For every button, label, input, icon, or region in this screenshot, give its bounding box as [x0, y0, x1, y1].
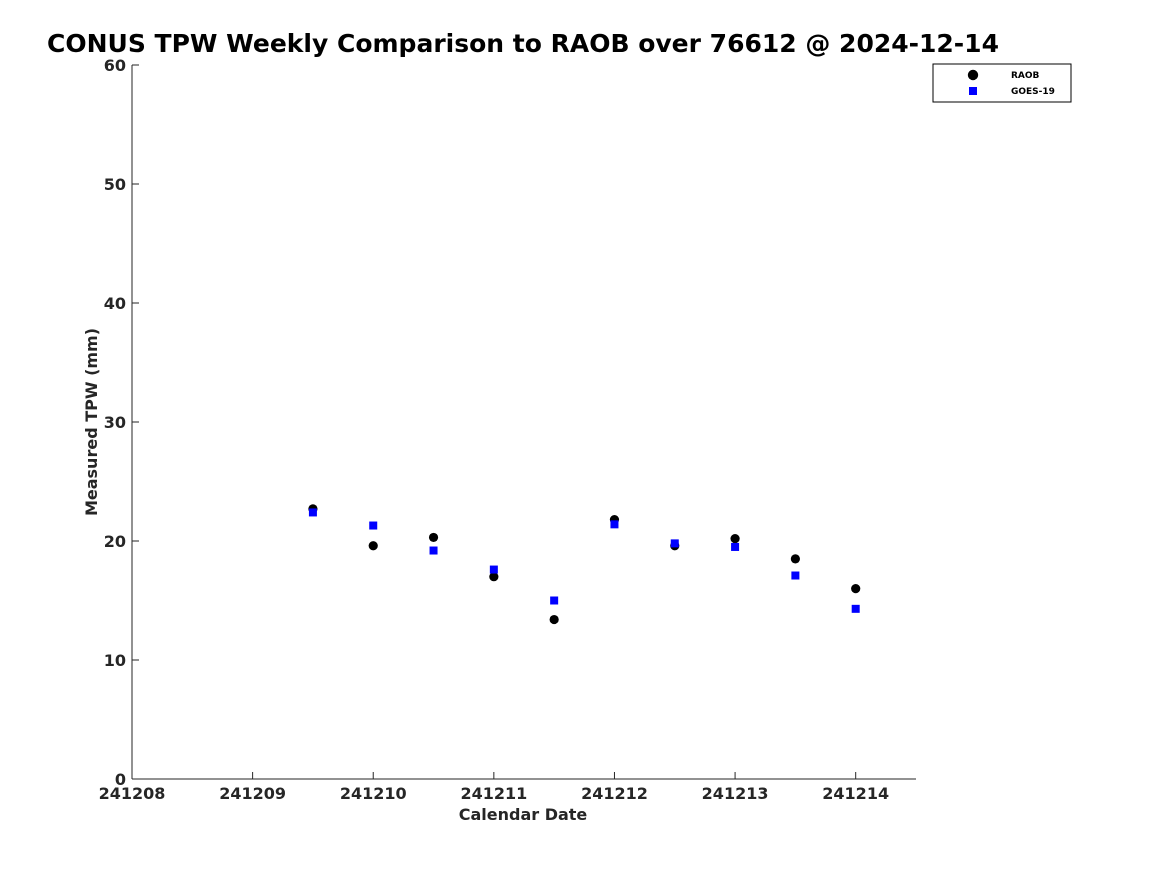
y-axis-label: Measured TPW (mm): [82, 328, 101, 516]
x-axis-label: Calendar Date: [459, 805, 588, 824]
y-tick-label: 50: [104, 175, 126, 194]
x-tick-label: 241213: [702, 784, 769, 803]
y-tick-label: 40: [104, 294, 126, 313]
y-axis-ticks: 0 10 20 30 40 50 60: [104, 56, 139, 789]
plot-axes: [131, 65, 916, 780]
goes-point: [369, 521, 378, 530]
legend-label: GOES-19: [1011, 87, 1055, 97]
legend: RAOB GOES-19: [932, 63, 1072, 103]
y-tick-label: 10: [104, 651, 126, 670]
x-tick-label: 241214: [822, 784, 889, 803]
x-tick-label: 241208: [99, 784, 166, 803]
x-tick-label: 241210: [340, 784, 407, 803]
x-axis-ticks: 241208 241209 241210 241211 241212 241213 2412…: [99, 772, 889, 803]
goes-point: [489, 565, 498, 574]
goes-point: [731, 542, 740, 551]
x-tick-label: 241211: [460, 784, 527, 803]
data-points: [308, 504, 861, 625]
y-tick-label: 0: [115, 770, 126, 789]
goes-point: [610, 520, 619, 529]
raob-point: [428, 532, 439, 543]
goes-point: [550, 596, 559, 605]
goes-point: [851, 604, 860, 613]
raob-point: [489, 572, 499, 582]
y-tick-label: 20: [104, 532, 126, 551]
y-tick-label: 60: [104, 56, 126, 75]
raob-point: [851, 584, 861, 594]
legend-marker-raob: [967, 69, 979, 81]
series-raob: [308, 504, 861, 625]
legend-label: RAOB: [1011, 71, 1040, 81]
goes-point: [791, 571, 800, 580]
legend-box: [932, 63, 1072, 103]
y-tick-label: 30: [104, 413, 126, 432]
goes-point: [308, 508, 317, 517]
raob-point: [549, 614, 559, 625]
x-tick-label: 241212: [581, 784, 648, 803]
legend-marker-goes: [969, 87, 977, 95]
goes-point: [429, 546, 438, 555]
goes-point: [670, 539, 679, 548]
raob-point: [730, 534, 740, 544]
chart-title: CONUS TPW Weekly Comparison to RAOB over…: [47, 29, 999, 58]
series-goes-19: [308, 508, 860, 613]
raob-point: [790, 554, 800, 564]
x-tick-label: 241209: [219, 784, 286, 803]
raob-point: [368, 541, 378, 551]
